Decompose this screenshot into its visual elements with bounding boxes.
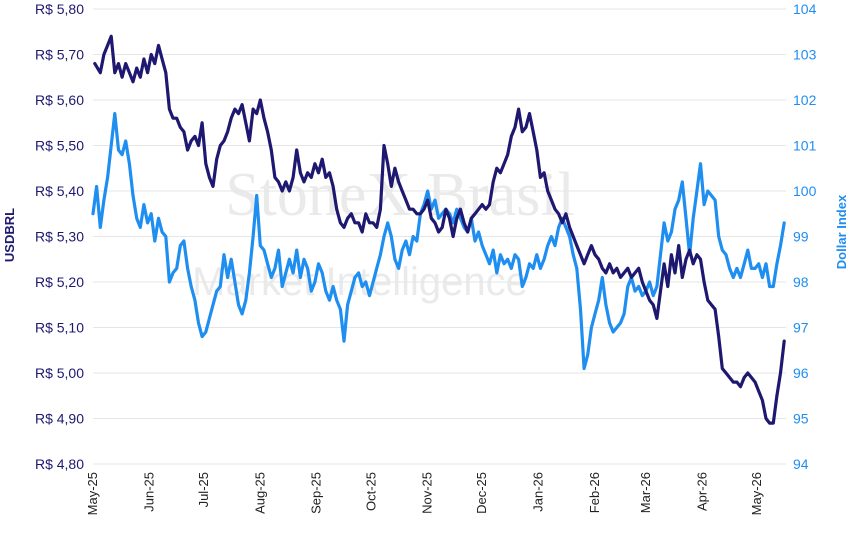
left-tick-label: R$ 5,30: [35, 229, 84, 245]
watermark-line-1: StoneX Brasil: [225, 161, 575, 229]
right-tick-label: 103: [793, 47, 817, 63]
right-tick-label: 97: [793, 320, 809, 336]
x-tick-label: Aug-25: [252, 472, 267, 514]
right-tick-label: 94: [793, 456, 809, 472]
right-axis-title: Dollar Index: [834, 194, 849, 269]
right-tick-label: 95: [793, 411, 809, 427]
x-tick-label: Jun-25: [141, 472, 156, 512]
x-tick-label: Jan-26: [531, 472, 546, 512]
x-tick-label: Jul-25: [196, 472, 211, 507]
right-tick-label: 98: [793, 274, 809, 290]
left-tick-label: R$ 5,60: [35, 92, 84, 108]
left-axis-title: USDBRL: [2, 208, 17, 262]
series-lines: [91, 34, 786, 425]
left-tick-label: R$ 4,80: [35, 456, 84, 472]
left-tick-label: R$ 5,50: [35, 138, 84, 154]
x-tick-label: Nov-25: [420, 472, 435, 514]
series-line-usdbrl: [93, 34, 786, 425]
x-tick-label: May-25: [85, 472, 100, 515]
x-tick-label: Oct-25: [363, 472, 378, 511]
left-axis-ticks: R$ 4,80 R$ 4,90 R$ 5,00 R$ 5,10 R$ 5,20 R$ 5,…: [35, 1, 84, 472]
left-tick-label: R$ 5,00: [35, 365, 84, 381]
left-tick-label: R$ 5,70: [35, 47, 84, 63]
series-line-dollar-index: [91, 112, 786, 371]
left-tick-label: R$ 5,80: [35, 1, 84, 17]
left-tick-label: R$ 5,20: [35, 274, 84, 290]
right-tick-label: 104: [793, 1, 817, 17]
x-tick-label: Feb-26: [587, 472, 602, 513]
x-axis-ticks: May-25 Jun-25 Jul-25 Aug-25 Sep-25 Oct-25 Nov-…: [85, 472, 764, 515]
right-tick-label: 99: [793, 229, 809, 245]
right-tick-label: 101: [793, 138, 817, 154]
right-tick-label: 96: [793, 365, 809, 381]
gridlines: [93, 8, 786, 465]
x-tick-label: Dec-25: [474, 472, 489, 514]
left-tick-label: R$ 4,90: [35, 411, 84, 427]
x-tick-label: Apr-26: [694, 472, 709, 511]
right-tick-label: 100: [793, 183, 817, 199]
x-tick-label: Sep-25: [309, 472, 324, 514]
right-axis-ticks: 94 95 96 97 98 99 100 101 102 103 104: [793, 1, 817, 472]
x-tick-label: May-26: [749, 472, 764, 515]
left-tick-label: R$ 5,10: [35, 320, 84, 336]
x-tick-label: Mar-26: [638, 472, 653, 513]
right-tick-label: 102: [793, 92, 817, 108]
left-tick-label: R$ 5,40: [35, 183, 84, 199]
